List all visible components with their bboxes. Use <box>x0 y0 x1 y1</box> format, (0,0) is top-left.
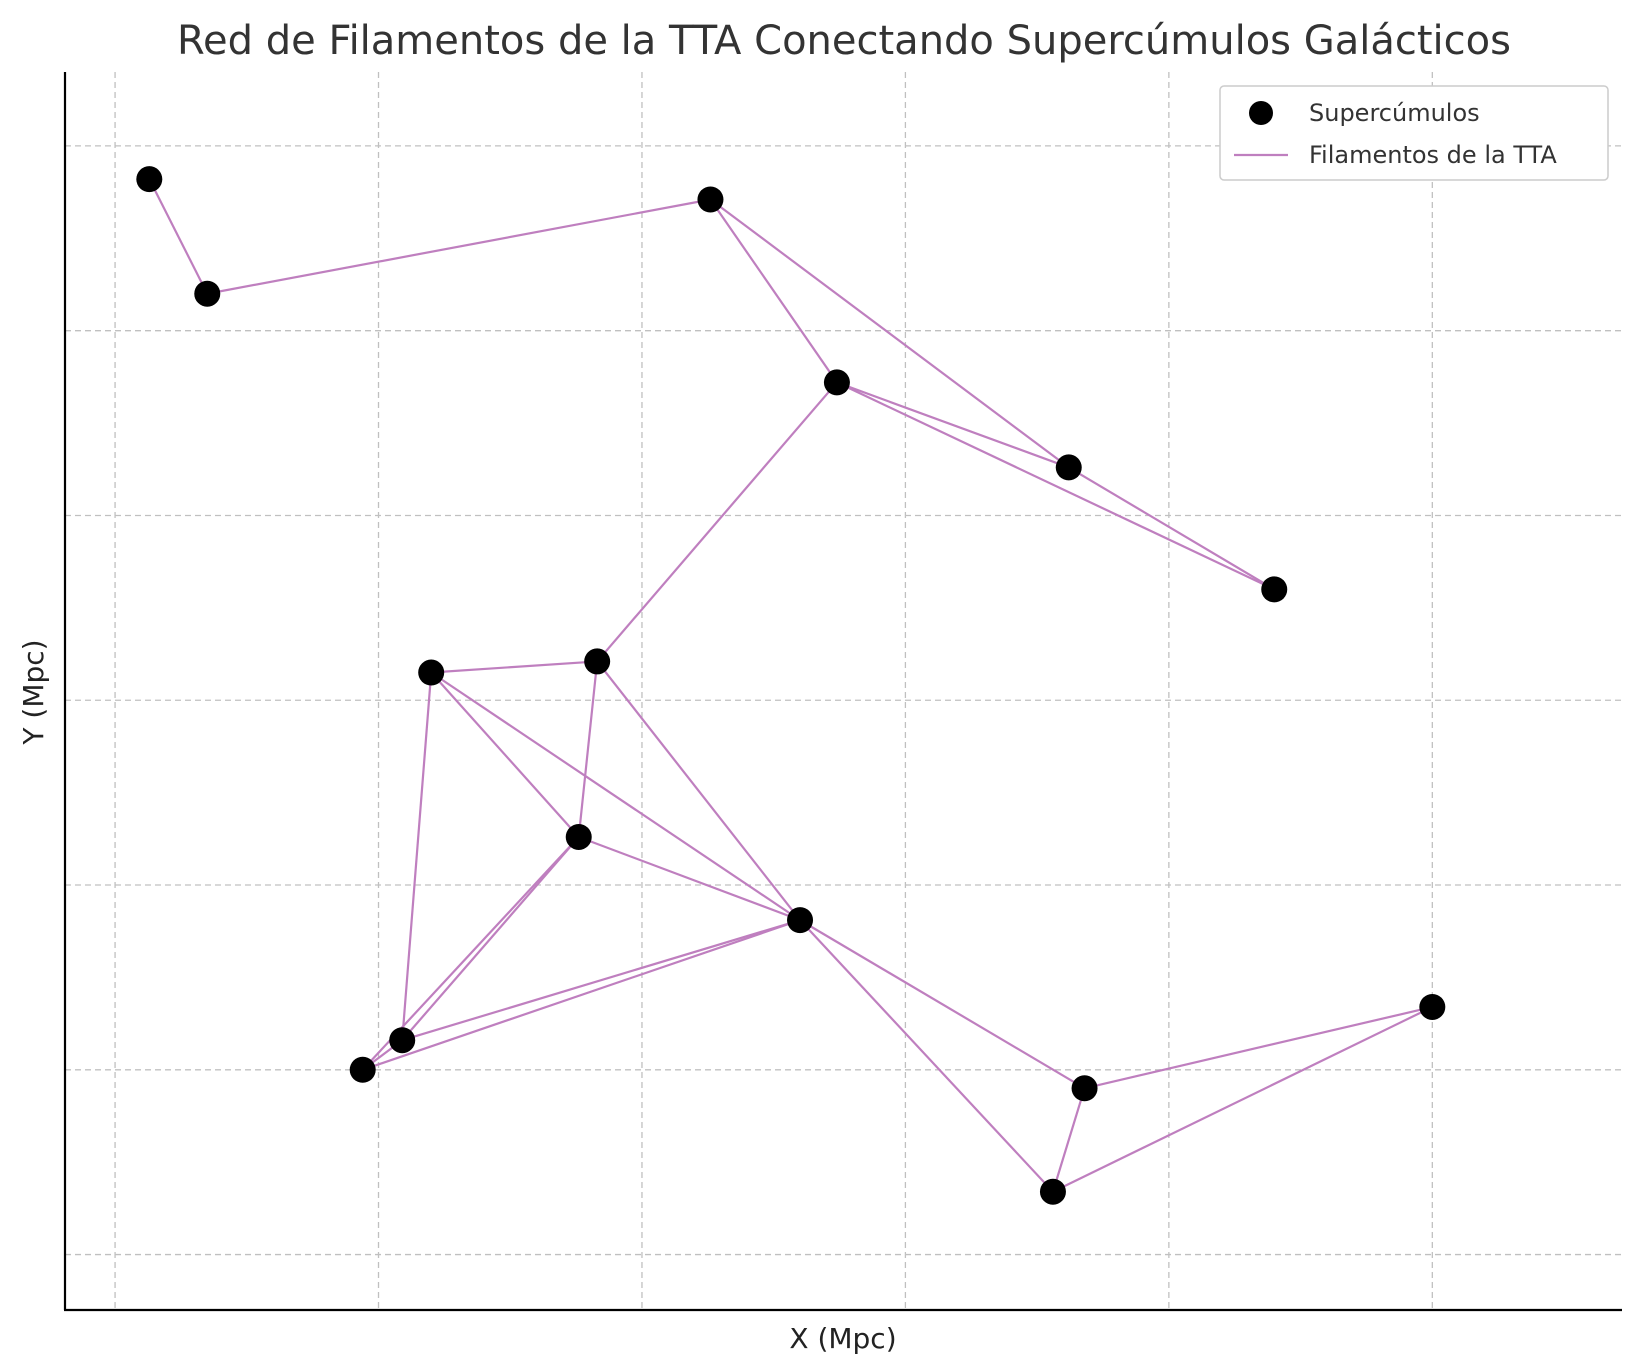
supercluster-points <box>136 166 1446 1205</box>
y-axis-label: Y (Mpc) <box>17 639 50 745</box>
supercluster-point-6 <box>418 659 445 686</box>
supercluster-point-7 <box>584 648 611 675</box>
filament-segment-14 <box>401 836 580 1041</box>
legend-box <box>1219 85 1609 181</box>
supercluster-point-13 <box>1039 1178 1066 1205</box>
supercluster-point-12 <box>1071 1075 1098 1102</box>
supercluster-point-10 <box>389 1027 416 1054</box>
supercluster-point-3 <box>823 369 850 396</box>
filament-segment-18 <box>362 919 801 1071</box>
filament-segment-11 <box>401 672 433 1041</box>
filament-segment-3 <box>709 198 1070 469</box>
filament-segment-8 <box>431 660 598 674</box>
legend: Supercúmulos Filamentos de la TTA <box>1219 85 1609 181</box>
filament-segment-22 <box>1084 1005 1433 1090</box>
legend-marker-icon <box>1249 101 1273 125</box>
supercluster-point-14 <box>1419 993 1446 1020</box>
legend-label-superclusters: Supercúmulos <box>1309 99 1480 127</box>
filament-segment-10 <box>430 671 801 922</box>
supercluster-point-5 <box>1261 576 1288 603</box>
supercluster-point-1 <box>194 280 221 307</box>
supercluster-point-0 <box>136 166 163 193</box>
supercluster-point-8 <box>565 823 592 850</box>
filament-segment-16 <box>578 835 801 922</box>
filament-segment-23 <box>1052 1005 1433 1193</box>
filament-segment-20 <box>799 919 1086 1090</box>
filament-segment-19 <box>799 919 1054 1193</box>
filament-segment-21 <box>1051 1087 1086 1193</box>
filament-segment-2 <box>709 198 838 384</box>
legend-label-filaments: Filamentos de la TTA <box>1309 141 1557 169</box>
filament-segment-5 <box>836 381 1275 591</box>
filament-segment-0 <box>148 178 209 295</box>
filament-segment-17 <box>401 919 801 1042</box>
supercluster-point-4 <box>1055 454 1082 481</box>
filament-segment-6 <box>1068 466 1275 591</box>
supercluster-point-2 <box>697 186 724 213</box>
supercluster-point-9 <box>787 907 814 934</box>
filaments <box>148 178 1433 1193</box>
filament-segment-9 <box>430 671 580 838</box>
filament-segment-12 <box>577 661 599 838</box>
x-axis-label: X (Mpc) <box>789 1322 896 1355</box>
chart-title: Red de Filamentos de la TTA Conectando S… <box>177 18 1511 64</box>
filament-segment-13 <box>596 660 801 921</box>
grid <box>65 72 1622 1310</box>
axes <box>63 72 1622 1312</box>
supercluster-point-11 <box>349 1056 376 1083</box>
filament-segment-7 <box>596 381 838 663</box>
filament-segment-4 <box>836 381 1070 469</box>
filament-segment-1 <box>207 198 711 295</box>
